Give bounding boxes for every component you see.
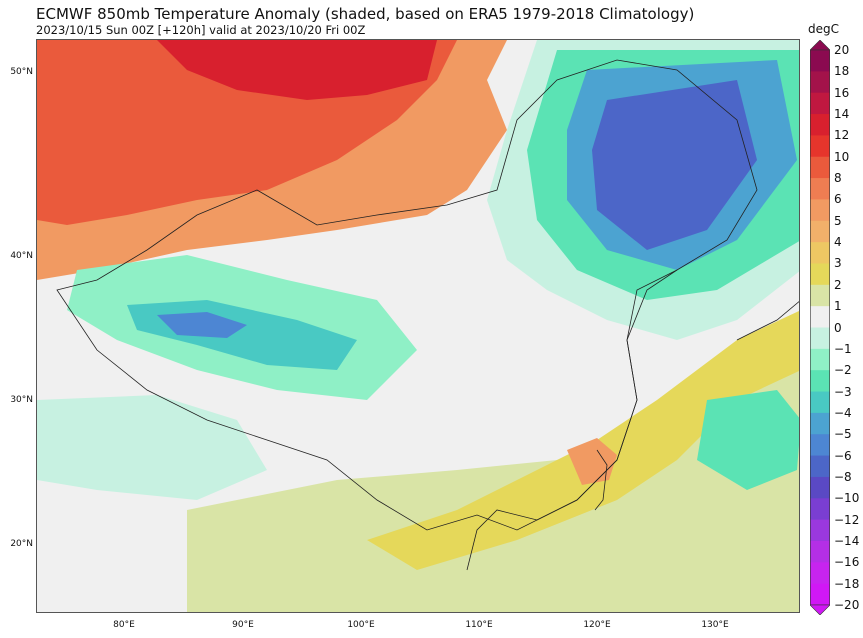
colorbar-tick-label: −20: [834, 598, 860, 612]
colorbar-tick-label: −5: [834, 427, 852, 442]
lon-tick-110: 110°E: [465, 620, 493, 630]
lon-tick-130: 130°E: [701, 620, 729, 630]
anomaly-map: [36, 39, 800, 613]
lon-tick-80: 80°E: [113, 620, 135, 630]
colorbar-tick-label: 5: [834, 213, 842, 228]
colorbar-tick-label: −4: [834, 405, 852, 420]
colorbar-tick-label: 4: [834, 235, 842, 250]
lon-tick-90: 90°E: [232, 620, 254, 630]
colorbar-band: [810, 50, 830, 72]
cold-anomaly-pacific: [697, 390, 799, 490]
colorbar-tick-label: −12: [834, 512, 860, 527]
colorbar-band: [810, 327, 830, 350]
colorbar-band: [810, 391, 830, 414]
warm-anomaly-south: [187, 321, 799, 612]
colorbar-tick-label: 0: [834, 320, 842, 335]
colorbar-tick-label: −18: [834, 576, 860, 591]
colorbar-band: [810, 348, 830, 371]
colorbar-band: [810, 156, 830, 179]
colorbar-band: [810, 71, 830, 94]
colorbar-tick-label: 16: [834, 85, 850, 100]
colorbar-band: [810, 476, 830, 499]
colorbar-tick-label: 14: [834, 107, 850, 122]
colorbar: [810, 40, 830, 615]
colorbar-tick-label: 8: [834, 171, 842, 186]
chart-title: ECMWF 850mb Temperature Anomaly (shaded,…: [36, 5, 695, 23]
colorbar-band: [810, 178, 830, 200]
colorbar-band: [810, 199, 830, 222]
anomaly-map-canvas: [37, 40, 799, 612]
cold-anomaly-core: [592, 80, 757, 250]
colorbar-band: [810, 306, 830, 328]
cold-anomaly-plateau-peak: [157, 312, 247, 338]
colorbar-band: [810, 284, 830, 307]
colorbar-tick-label: 6: [834, 192, 842, 207]
colorbar-tick-label: 2: [834, 277, 842, 292]
colorbar-band: [810, 220, 830, 243]
colorbar-tick-label: −2: [834, 363, 852, 378]
colorbar-band: [810, 562, 830, 585]
coastline: [466, 269, 799, 571]
lon-tick-120: 120°E: [583, 620, 611, 630]
colorbar-band: [810, 583, 830, 606]
colorbar-tick-label: 20: [834, 43, 850, 57]
colorbar-band: [810, 263, 830, 286]
colorbar-tick-label: −10: [834, 491, 860, 506]
warm-anomaly-southeast: [367, 310, 799, 570]
colorbar-band: [810, 370, 830, 393]
colorbar-tick-label: 12: [834, 128, 850, 143]
warm-anomaly-coast: [567, 438, 617, 485]
colorbar-band: [810, 540, 830, 563]
lon-tick-100: 100°E: [347, 620, 375, 630]
colorbar-tick-label: −3: [834, 384, 852, 399]
colorbar-band: [810, 412, 830, 435]
colorbar-band: [810, 135, 830, 158]
colorbar-band: [810, 242, 830, 264]
colorbar-tick-label: −1: [834, 341, 852, 356]
warm-anomaly-peak: [157, 40, 437, 100]
colorbar-band: [810, 114, 830, 136]
colorbar-band: [810, 498, 830, 521]
colorbar-tick-label: −8: [834, 469, 852, 484]
colorbar-tick-label: −16: [834, 555, 860, 570]
colorbar-band: [810, 434, 830, 457]
colorbar-arrow-top: [810, 40, 830, 51]
colorbar-bands: [810, 40, 830, 615]
chart-subtitle: 2023/10/15 Sun 00Z [+120h] valid at 2023…: [36, 23, 366, 37]
colorbar-tick-label: −14: [834, 533, 860, 548]
country-outline: [56, 59, 758, 531]
colorbar-arrow-bottom: [810, 604, 830, 615]
colorbar-band: [810, 455, 830, 478]
lat-tick-40: 40°N: [10, 251, 33, 261]
colorbar-band: [810, 92, 830, 115]
colorbar-tick-label: 18: [834, 64, 850, 79]
colorbar-tick-label: 3: [834, 256, 842, 271]
lat-tick-50: 50°N: [10, 67, 33, 77]
lat-tick-20: 20°N: [10, 539, 33, 549]
colorbar-tick-label: −6: [834, 448, 852, 463]
colorbar-band: [810, 519, 830, 542]
lat-tick-30: 30°N: [10, 395, 33, 405]
colorbar-tick-label: 10: [834, 149, 850, 164]
colorbar-unit: degC: [808, 22, 839, 36]
colorbar-tick-label: 1: [834, 299, 842, 314]
